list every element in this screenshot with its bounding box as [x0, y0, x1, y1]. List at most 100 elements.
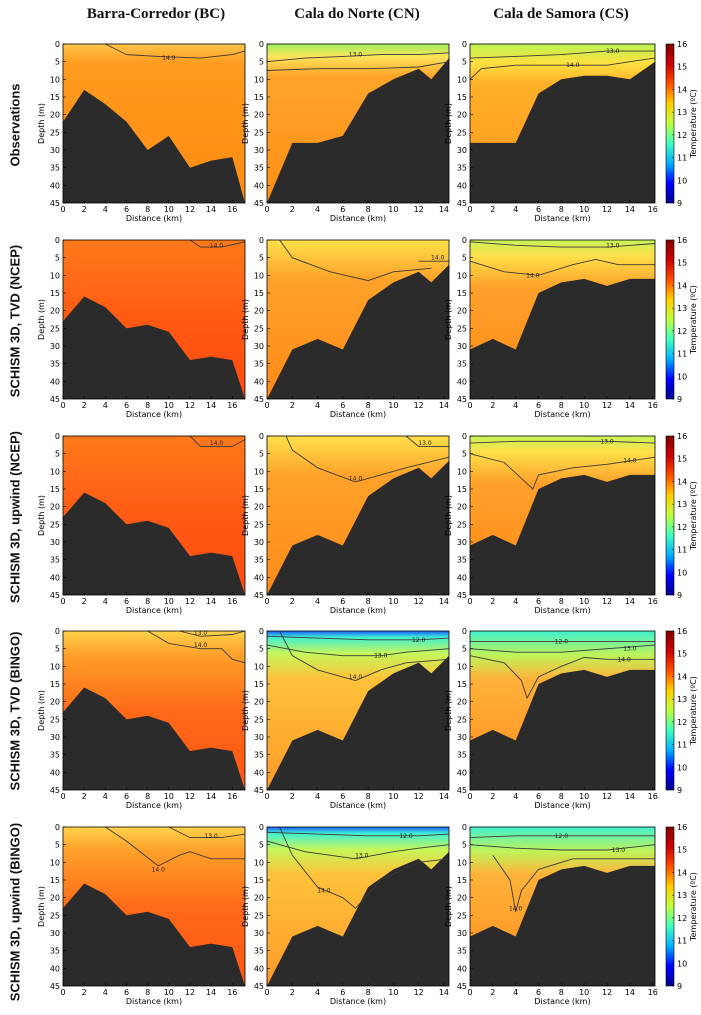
contour-line — [469, 241, 656, 248]
y-tick-label: 10 — [457, 858, 467, 867]
x-tick-label: 10 — [388, 597, 398, 606]
y-axis-label: Depth (m) — [444, 886, 453, 927]
x-axis-label: Distance (km) — [534, 997, 590, 1006]
x-tick-label: 8 — [559, 597, 564, 606]
contour-label: 14.0 — [617, 656, 631, 663]
contour-label: 13.0 — [355, 852, 369, 859]
x-tick-label: 12 — [414, 401, 424, 410]
x-tick-label: 6 — [536, 597, 541, 606]
colorbar-tick-label: 12 — [677, 914, 687, 923]
x-tick-label: 10 — [164, 597, 174, 606]
y-tick-label: 20 — [457, 111, 467, 120]
colorbar-tick-label: 15 — [677, 846, 687, 855]
x-tick-label: 14 — [439, 597, 449, 606]
y-tick-label: 30 — [254, 146, 264, 155]
colorbar-tick-label: 15 — [677, 259, 687, 268]
contour-line — [405, 435, 449, 448]
y-tick-label: 20 — [50, 307, 60, 316]
x-tick-label: 12 — [602, 597, 612, 606]
y-tick-label: 0 — [462, 432, 467, 441]
y-tick-label: 0 — [462, 236, 467, 245]
y-tick-label: 10 — [457, 271, 467, 280]
contour-line — [469, 50, 655, 59]
x-tick-label: 4 — [315, 988, 320, 997]
contour-line — [189, 239, 246, 248]
x-axis-label: Distance (km) — [534, 801, 590, 810]
y-tick-label: 0 — [55, 40, 60, 49]
x-tick-label: 6 — [124, 792, 129, 801]
y-tick-label: 30 — [254, 342, 264, 351]
y-tick-label: 45 — [254, 591, 264, 600]
seabed — [470, 474, 655, 595]
y-tick-label: 30 — [457, 538, 467, 547]
x-tick-label: 16 — [227, 988, 237, 997]
y-tick-label: 35 — [457, 360, 467, 369]
y-tick-label: 20 — [254, 698, 264, 707]
contour-label: 13.0 — [374, 653, 388, 660]
y-tick-label: 45 — [254, 786, 264, 795]
x-tick-label: 16 — [648, 988, 658, 997]
x-tick-label: 12 — [414, 205, 424, 214]
y-tick-label: 45 — [457, 395, 467, 404]
y-tick-label: 25 — [50, 128, 60, 137]
x-tick-label: 14 — [439, 792, 449, 801]
x-axis-label: Distance (km) — [330, 410, 386, 419]
column-title-cs: Cala de Samora (CS) — [493, 6, 629, 22]
x-tick-label: 14 — [206, 597, 216, 606]
panel-frame — [469, 435, 656, 596]
x-tick-label: 2 — [490, 988, 495, 997]
panel-frame — [266, 826, 450, 987]
x-tick-label: 12 — [185, 988, 195, 997]
y-tick-label: 45 — [457, 199, 467, 208]
contour-label: 14.0 — [210, 242, 224, 249]
x-tick-label: 6 — [124, 597, 129, 606]
x-tick-label: 10 — [579, 401, 589, 410]
x-tick-label: 0 — [467, 205, 472, 214]
x-tick-label: 10 — [579, 205, 589, 214]
contour-line — [266, 61, 450, 71]
panel-frame — [469, 43, 656, 204]
y-tick-label: 35 — [50, 556, 60, 565]
panel-frame — [62, 435, 246, 596]
y-tick-label: 20 — [50, 503, 60, 512]
colorbar-tick-label: 11 — [677, 546, 687, 555]
colorbar-tick-label: 9 — [677, 982, 682, 991]
y-axis-label: Depth (m) — [241, 690, 250, 731]
y-axis-label: Depth (m) — [37, 690, 46, 731]
x-tick-label: 12 — [185, 792, 195, 801]
y-tick-label: 5 — [55, 645, 60, 654]
y-tick-label: 45 — [254, 199, 264, 208]
y-tick-label: 40 — [50, 377, 60, 386]
y-tick-label: 0 — [259, 432, 264, 441]
x-tick-label: 2 — [490, 597, 495, 606]
x-axis-label: Distance (km) — [330, 606, 386, 615]
panel-frame — [266, 239, 450, 400]
x-tick-label: 0 — [467, 988, 472, 997]
x-tick-label: 8 — [145, 988, 150, 997]
contour-line — [469, 844, 656, 851]
y-tick-label: 45 — [254, 395, 264, 404]
y-tick-label: 25 — [254, 324, 264, 333]
x-tick-label: 8 — [366, 988, 371, 997]
seabed — [63, 883, 245, 986]
x-tick-label: 4 — [315, 792, 320, 801]
x-tick-label: 10 — [164, 205, 174, 214]
y-axis-label: Depth (m) — [37, 299, 46, 340]
contour-line — [266, 840, 450, 860]
y-tick-label: 25 — [457, 911, 467, 920]
contour-line — [469, 57, 656, 80]
y-tick-label: 45 — [50, 591, 60, 600]
panel-frame — [266, 435, 450, 596]
y-tick-label: 5 — [55, 450, 60, 459]
y-tick-label: 15 — [254, 680, 264, 689]
seabed — [63, 296, 245, 399]
contour-label: 14.0 — [509, 905, 523, 912]
seabed — [63, 492, 245, 595]
x-tick-label: 6 — [536, 988, 541, 997]
x-tick-label: 8 — [559, 205, 564, 214]
